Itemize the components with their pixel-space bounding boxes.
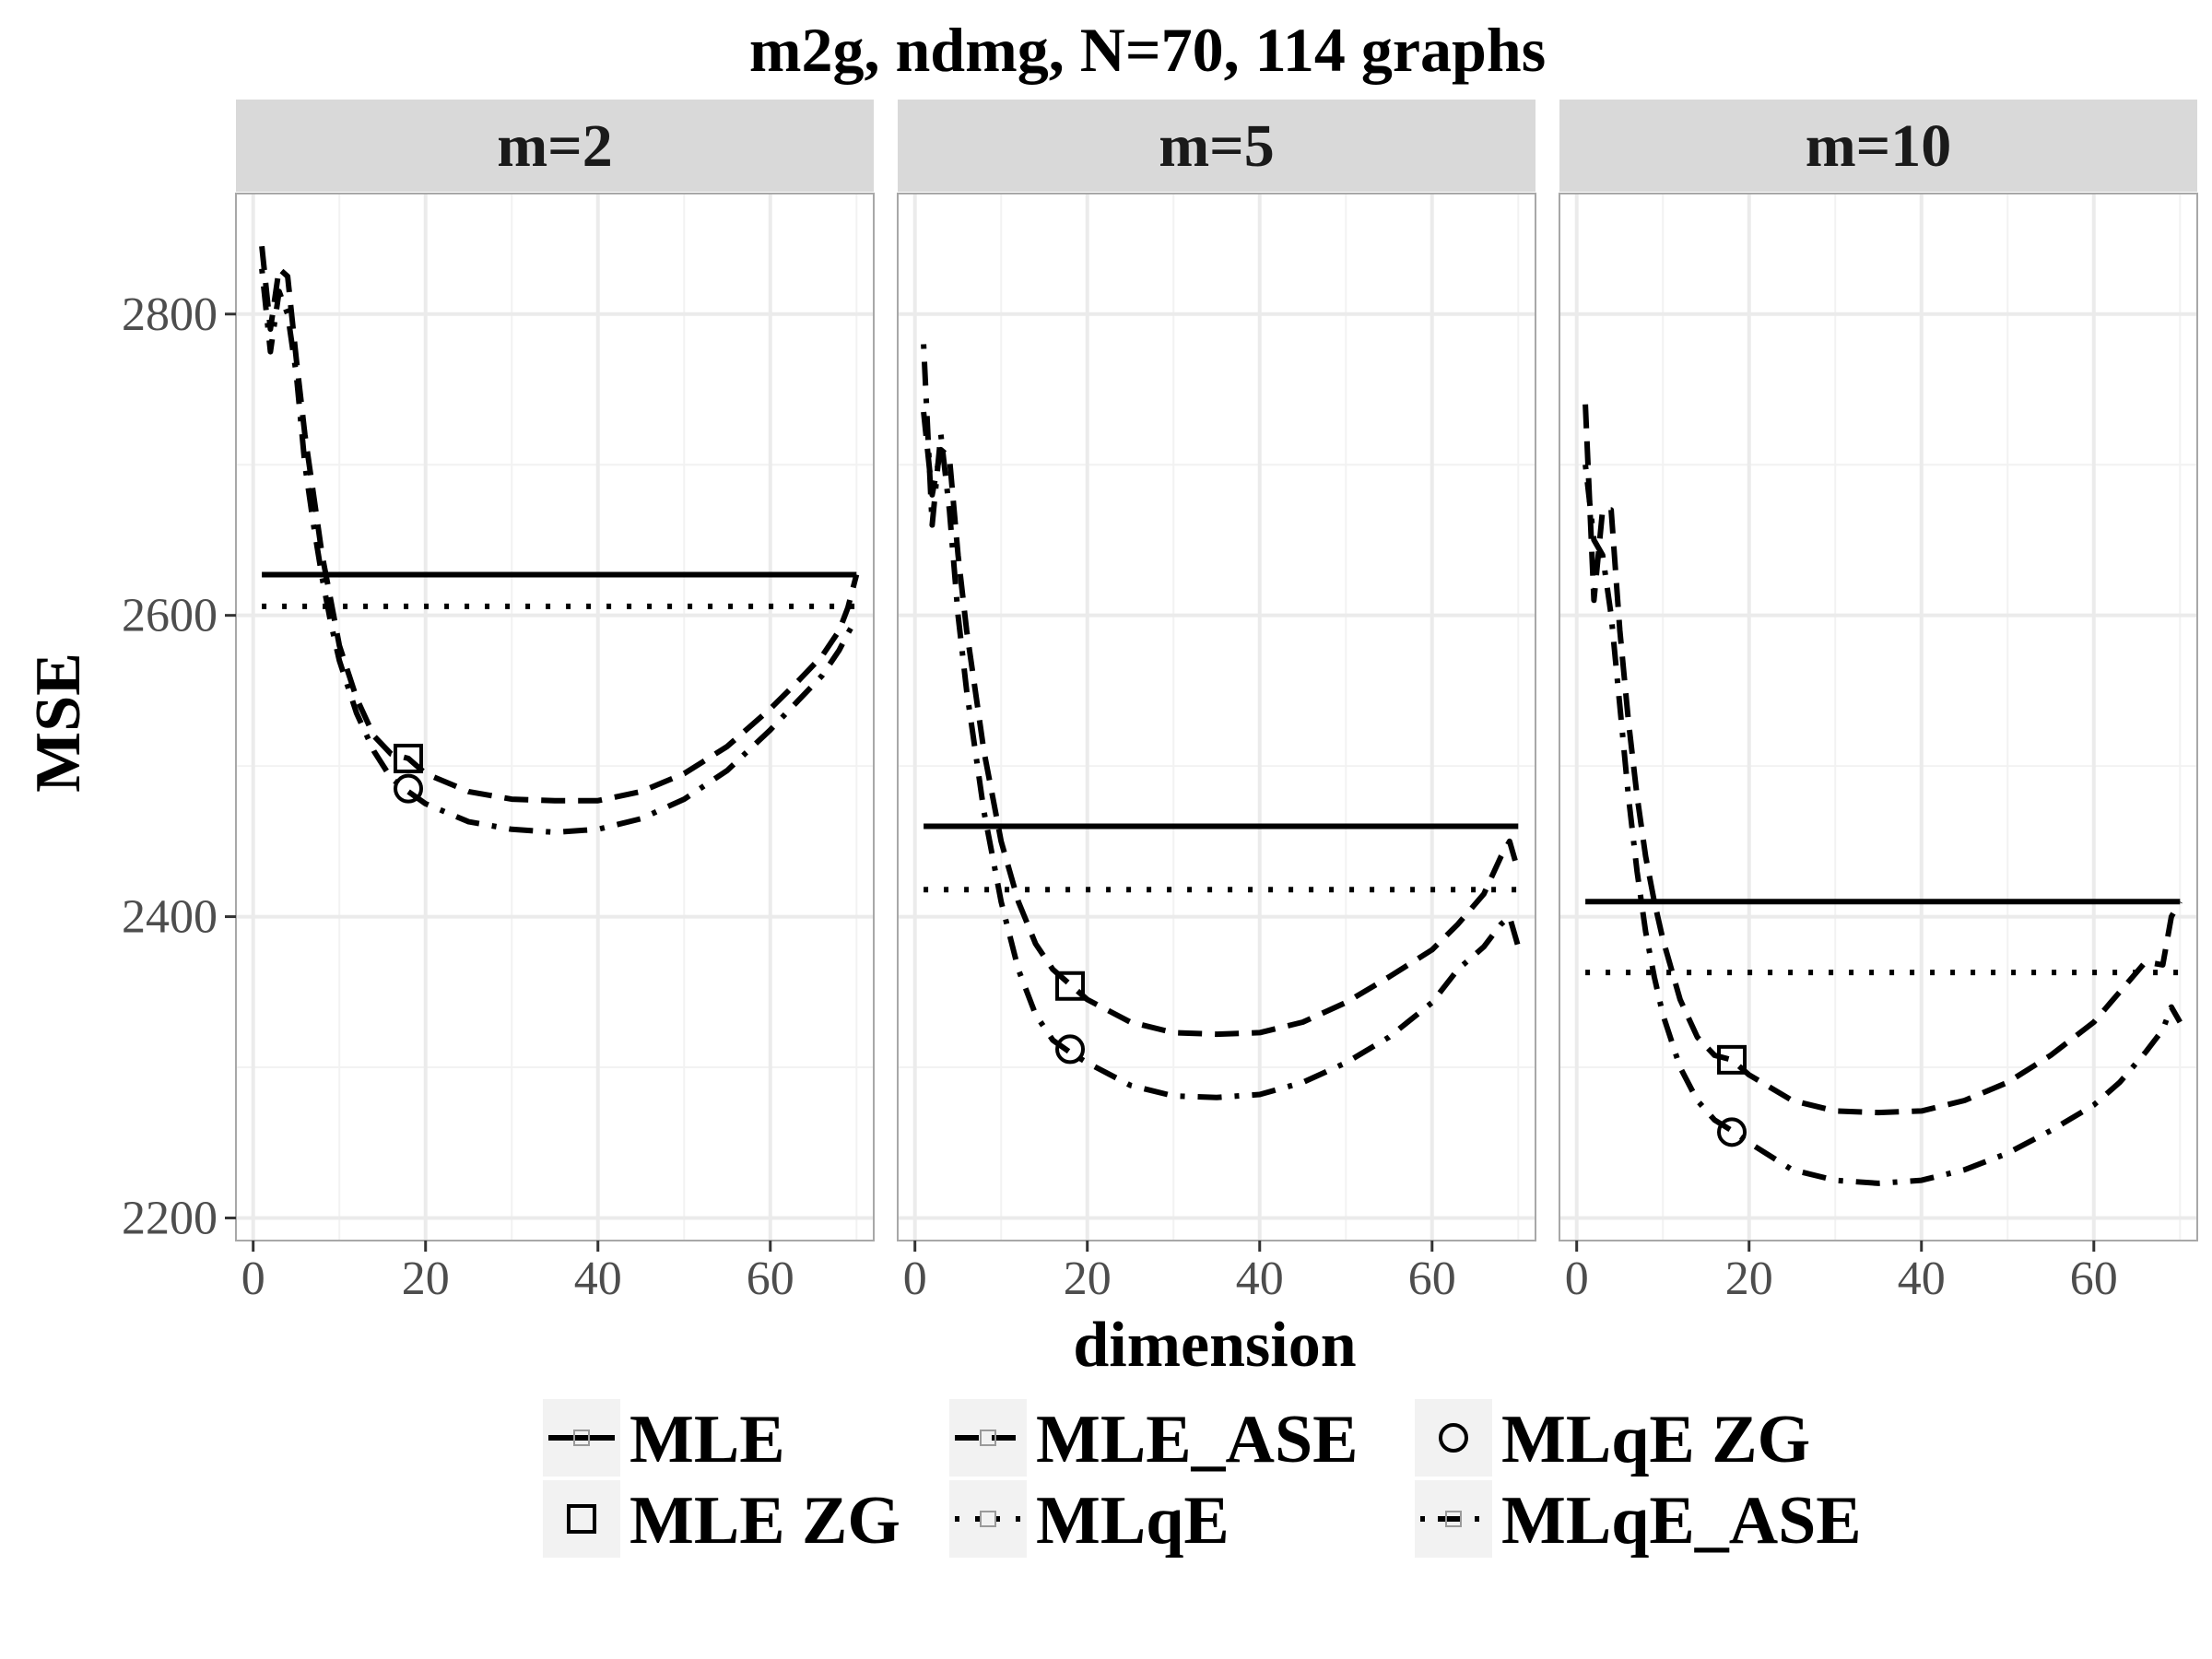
legend-label: MLE: [629, 1402, 785, 1477]
plot-background: [236, 194, 874, 1241]
legend-label: MLqE ZG: [1501, 1402, 1810, 1477]
legend-item-mlqe-zg: MLqE ZG: [1415, 1399, 1810, 1477]
panel-border: [1559, 193, 2198, 1241]
panel-m=10: m=10 0 20 40 60: [1559, 100, 2198, 1305]
legend-label: MLqE: [1036, 1483, 1230, 1559]
marker-mlqe-zg: [1055, 1034, 1086, 1065]
x-tick-label: 0: [1565, 1253, 1589, 1305]
strip-label: m=5: [1159, 112, 1275, 180]
strip-background: [898, 100, 1535, 192]
panel-m=5: m=5 0 20 40 60: [897, 100, 1536, 1305]
marker-mle-zg: [1717, 1044, 1747, 1075]
x-tick-label: 60: [2070, 1253, 2118, 1305]
x-tick-label: 20: [1064, 1253, 1112, 1305]
plot-background: [1559, 194, 2197, 1241]
x-tick-label: 60: [1408, 1253, 1456, 1305]
x-tick-label: 40: [574, 1253, 622, 1305]
legend-item-mle-ase: MLE_ASE: [949, 1399, 1359, 1477]
legend-item-mle-zg: MLE ZG: [543, 1480, 900, 1559]
legend-label: MLE_ASE: [1036, 1402, 1359, 1477]
marker-mlqe-zg: [394, 773, 424, 804]
plot-background: [898, 194, 1535, 1241]
legend-item-mle: MLE: [543, 1399, 785, 1477]
marker-mle-zg: [394, 743, 424, 773]
x-tick-label: 40: [1236, 1253, 1284, 1305]
series-line-mlqe-ase: [921, 344, 1522, 1100]
panel-m=2: m=2 0 20 40 60 2200 2400 2600 2800: [122, 100, 875, 1305]
marker-mle-zg: [1055, 971, 1086, 1001]
legend-marker-ghost: [1445, 1511, 1462, 1527]
x-tick-label: 0: [241, 1253, 265, 1305]
x-tick-label: 0: [903, 1253, 927, 1305]
strip-label: m=2: [497, 112, 613, 180]
series-line-mlqe-ase: [1583, 464, 2183, 1186]
x-tick-label: 40: [1898, 1253, 1946, 1305]
y-tick-label: 2200: [122, 1192, 218, 1244]
legend-key-background: [543, 1480, 620, 1558]
legend-circle-marker: [1439, 1423, 1468, 1453]
legend-item-mlqe: MLqE: [949, 1480, 1230, 1559]
series-line-mle-ase: [921, 411, 1522, 1038]
panel-border: [897, 193, 1536, 1241]
legend-label: MLqE_ASE: [1501, 1483, 1862, 1559]
strip-label: m=10: [1806, 112, 1952, 180]
y-tick-label: 2800: [122, 288, 218, 341]
x-axis-title: dimension: [1073, 1310, 1356, 1381]
x-tick-label: 20: [1725, 1253, 1773, 1305]
chart-title: m2g, ndmg, N=70, 114 graphs: [749, 15, 1546, 85]
panel-border: [235, 193, 875, 1241]
y-tick-label: 2600: [122, 590, 218, 642]
marker-mlqe-zg: [1717, 1117, 1747, 1147]
y-tick-label: 2400: [122, 891, 218, 944]
legend-key-background: [949, 1480, 1027, 1558]
strip-background: [236, 100, 874, 192]
legend-marker-ghost: [573, 1430, 590, 1446]
x-tick-label: 20: [402, 1253, 450, 1305]
strip-background: [1559, 100, 2197, 192]
legend-marker-ghost: [980, 1430, 996, 1446]
legend-item-mlqe-ase: MLqE_ASE: [1415, 1480, 1862, 1559]
legend-marker-ghost: [980, 1511, 996, 1527]
x-tick-label: 60: [747, 1253, 794, 1305]
legend-key-background: [1415, 1399, 1492, 1477]
y-axis-title: MSE: [23, 653, 94, 793]
series-line-mle-ase: [1583, 404, 2183, 1116]
legend-square-marker: [567, 1504, 596, 1534]
legend-label: MLE ZG: [629, 1483, 900, 1559]
